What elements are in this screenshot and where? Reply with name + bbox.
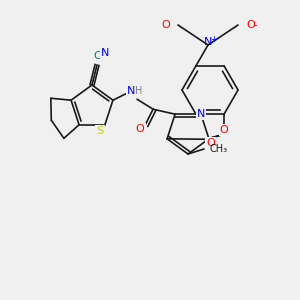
Text: N: N <box>204 37 212 47</box>
Text: O: O <box>206 138 215 148</box>
Text: O: O <box>246 20 255 30</box>
Text: N: N <box>101 48 109 58</box>
Text: CH₃: CH₃ <box>210 144 228 154</box>
Text: +: + <box>211 34 218 43</box>
Text: O: O <box>136 124 144 134</box>
Text: C: C <box>93 51 101 61</box>
Text: O: O <box>161 20 170 30</box>
Text: N: N <box>127 86 135 96</box>
Text: N: N <box>197 109 205 119</box>
Text: O: O <box>220 125 228 135</box>
Text: H: H <box>135 86 143 96</box>
Text: -: - <box>254 20 257 30</box>
Text: S: S <box>96 126 103 136</box>
